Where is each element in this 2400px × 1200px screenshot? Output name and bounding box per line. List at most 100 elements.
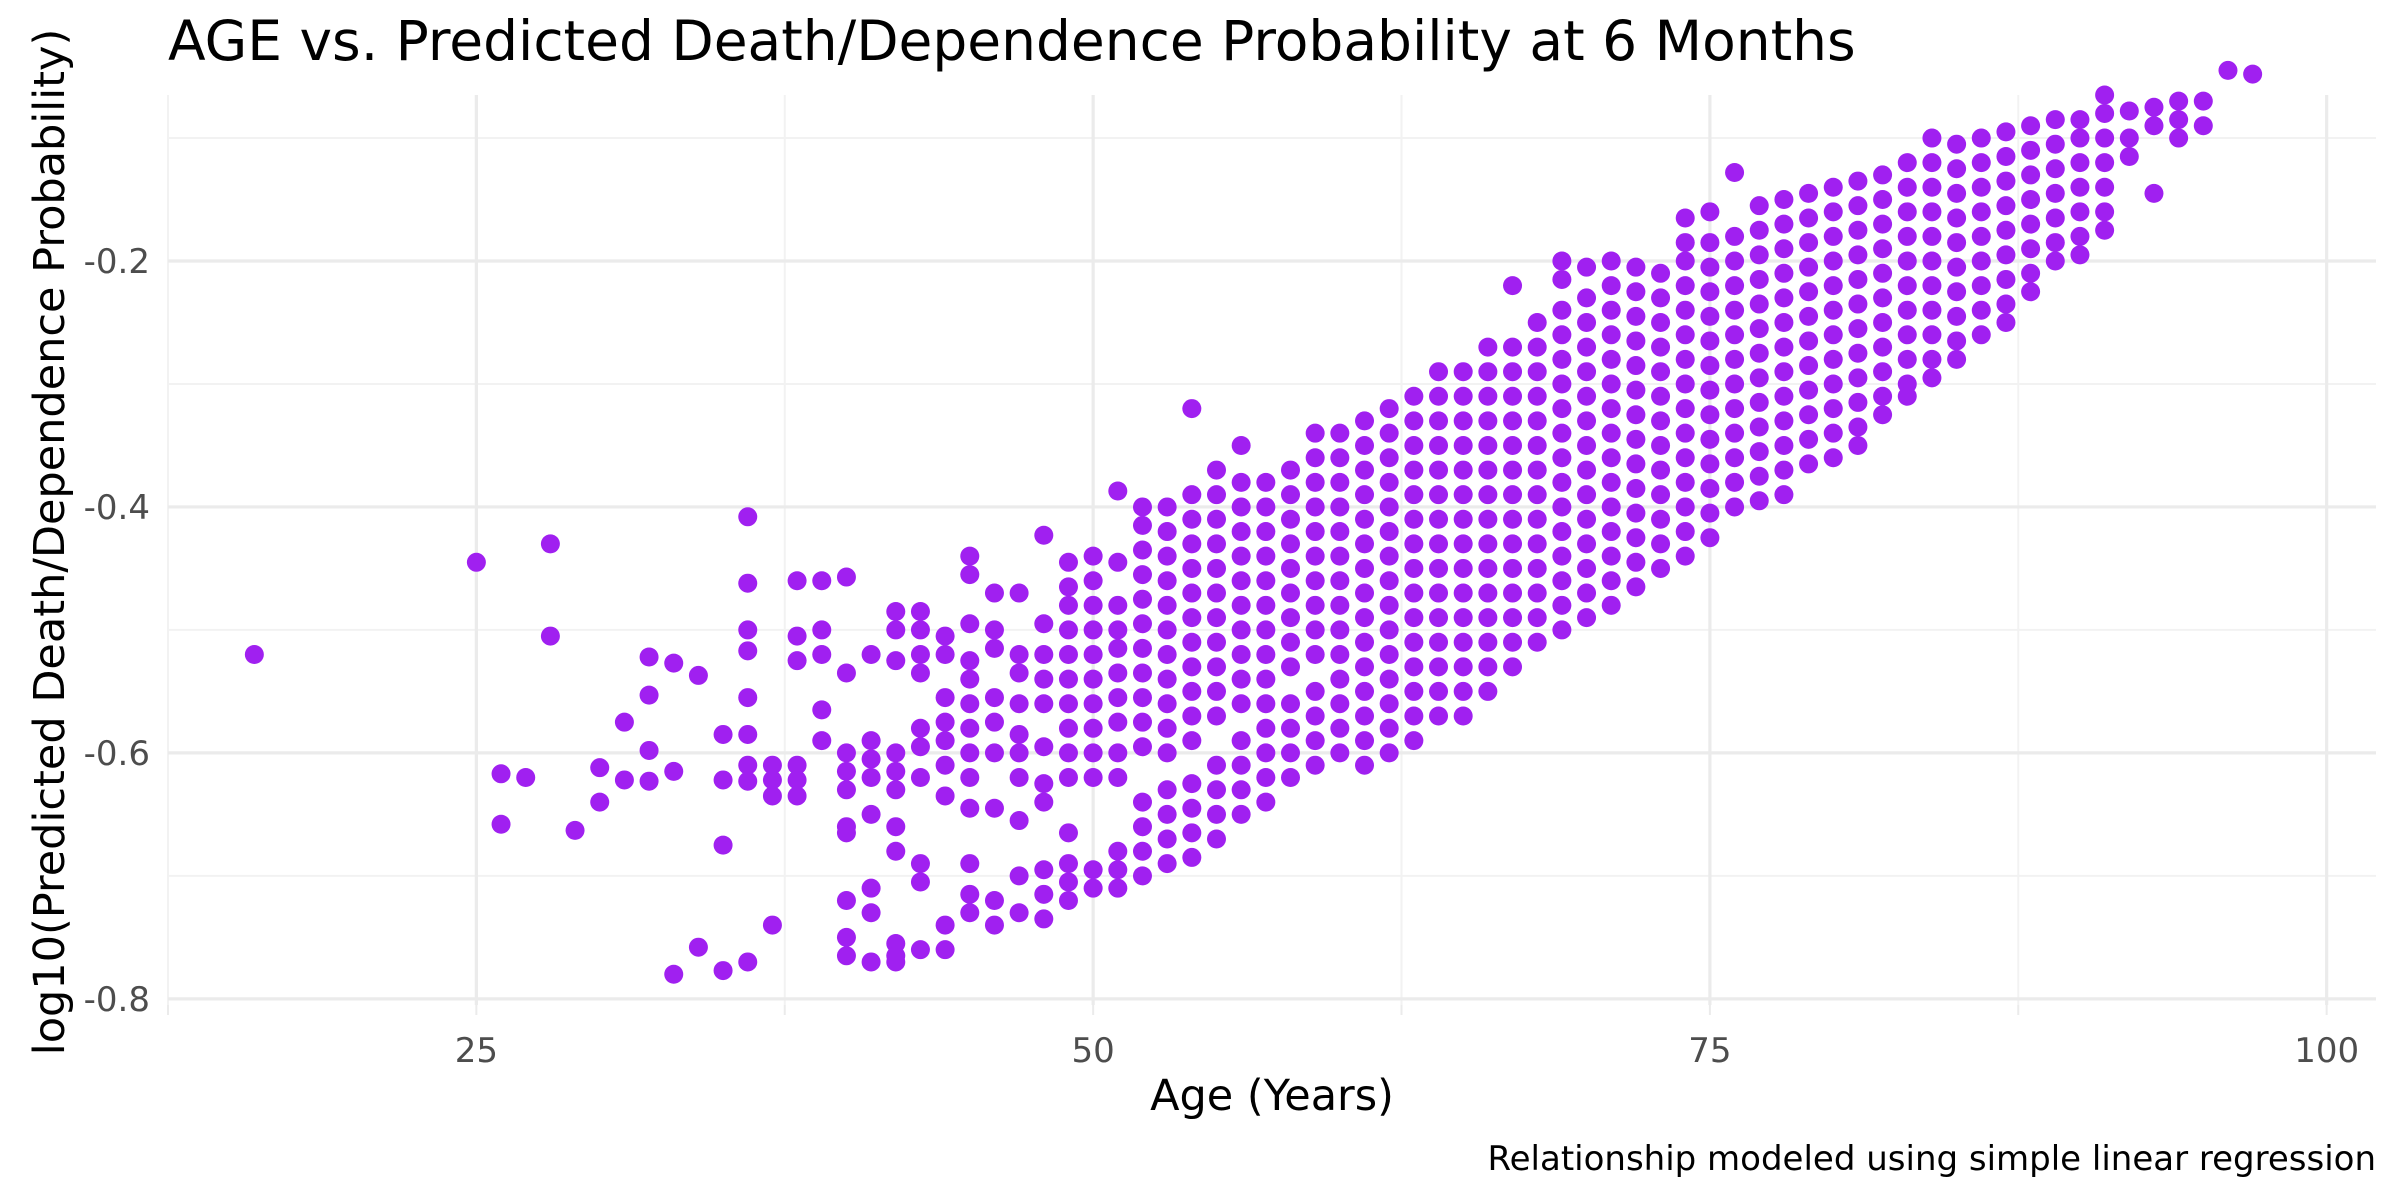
data-point [1009,811,1029,831]
data-point [861,878,881,898]
data-point [1330,743,1350,763]
data-point [1404,608,1424,628]
data-point [1651,460,1671,480]
data-point [1453,657,1473,677]
data-point [1626,356,1646,376]
data-point [1108,743,1128,763]
data-point [1848,269,1868,289]
data-point [1675,448,1695,468]
data-point [1206,780,1226,800]
data-point [1429,583,1449,603]
data-point [1503,411,1523,431]
data-point [1206,608,1226,628]
data-point [1058,872,1078,892]
data-point [1453,435,1473,455]
data-point [738,724,758,744]
data-point [1577,386,1597,406]
data-point [1922,349,1942,369]
data-point [1823,374,1843,394]
data-point [1453,411,1473,431]
data-point [2045,110,2065,130]
data-point [1725,276,1745,296]
data-point [1157,522,1177,542]
data-point [1922,325,1942,345]
data-point [787,626,807,646]
data-point [1527,313,1547,332]
data-point [1971,251,1991,271]
data-point [1083,718,1103,738]
data-point [1577,558,1597,578]
data-point [1231,731,1251,751]
data-point [1749,368,1769,388]
data-point [1157,571,1177,591]
data-point [1034,774,1054,794]
data-point [1577,608,1597,628]
data-point [1873,288,1893,308]
data-point [1256,743,1276,763]
data-point [1182,823,1202,843]
data-point [1083,860,1103,880]
data-point [2144,116,2164,136]
data-point [1404,706,1424,726]
data-point [1305,497,1325,517]
data-point [1601,349,1621,369]
data-point [1799,208,1819,228]
data-point [2045,208,2065,228]
data-point [886,817,906,837]
data-point [1725,374,1745,394]
data-point [1922,202,1942,222]
data-point [1873,362,1893,382]
data-point [1774,263,1794,283]
data-point [960,903,980,923]
y-axis-title: log10(Predicted Death/Dependence Probabi… [25,29,75,1056]
x-tick-label: 75 [1688,1031,1731,1071]
data-point [1058,823,1078,843]
data-point [738,688,758,708]
data-point [1601,522,1621,542]
data-point [1577,257,1597,277]
data-point [1601,325,1621,345]
data-point [935,915,955,935]
data-point [1873,386,1893,406]
data-point [836,890,856,910]
data-point [1330,595,1350,615]
data-point [984,712,1004,732]
data-point [1897,226,1917,246]
data-point [1132,515,1152,535]
data-point [1429,534,1449,554]
data-point [1552,448,1572,468]
data-point [1034,525,1054,545]
x-tick-label: 100 [2294,1031,2359,1071]
data-point [2119,128,2139,148]
data-point [1675,546,1695,566]
data-point [1971,153,1991,173]
data-point [960,546,980,566]
data-point [1429,509,1449,529]
data-point [2144,183,2164,203]
data-point [1404,509,1424,529]
data-point [1330,620,1350,640]
data-point [1034,614,1054,634]
data-point [1626,282,1646,302]
data-point [1281,460,1301,480]
data-point [1231,694,1251,714]
data-point [1577,337,1597,357]
data-point [1947,331,1967,351]
data-point [664,761,684,781]
data-point [1947,306,1967,326]
data-point [1083,768,1103,787]
data-point [1009,866,1029,886]
data-point [1009,694,1029,714]
data-point [2095,177,2115,197]
data-point [1379,620,1399,640]
data-point [1182,399,1202,419]
data-point [1157,694,1177,714]
data-point [960,614,980,634]
data-point [1774,313,1794,332]
data-point [861,749,881,769]
data-point [2070,128,2090,148]
data-point [1182,583,1202,603]
data-point [540,626,560,646]
data-point [1034,694,1054,714]
data-point [1478,411,1498,431]
